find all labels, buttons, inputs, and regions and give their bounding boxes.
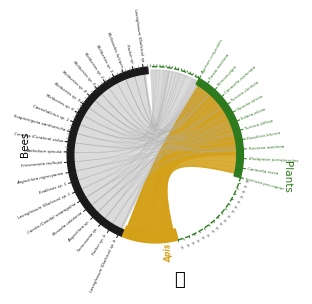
Text: Mesodia caledonia: Mesodia caledonia [52, 211, 83, 237]
Text: Apis mellifera: Apis mellifera [163, 202, 173, 262]
Text: Frieseometa moltupa: Frieseometa moltupa [21, 161, 62, 168]
Text: Bees: Bees [20, 132, 30, 157]
Text: sp.: sp. [239, 195, 245, 200]
Text: sp.: sp. [190, 240, 195, 247]
Text: sp.: sp. [179, 244, 184, 250]
Text: Blutaparon portulacoides: Blutaparon portulacoides [249, 157, 298, 163]
Text: Opuntia stricta: Opuntia stricta [236, 94, 264, 112]
Polygon shape [67, 67, 148, 237]
Text: Mimosa pigra: Mimosa pigra [217, 65, 238, 87]
Text: Passiflora littorea: Passiflora littorea [247, 131, 281, 140]
Text: sp.: sp. [200, 235, 206, 242]
Text: Exallosus sp. 1: Exallosus sp. 1 [38, 182, 67, 195]
Text: sp.: sp. [236, 199, 242, 206]
Polygon shape [126, 85, 238, 237]
Text: sp.: sp. [243, 184, 249, 189]
Text: sp.: sp. [195, 238, 201, 244]
Text: sp.: sp. [205, 232, 211, 239]
Text: Augochlora nigrocyanea: Augochlora nigrocyanea [17, 171, 64, 185]
Text: Lasioglossum (Dialictus) sp. b: Lasioglossum (Dialictus) sp. b [90, 239, 118, 293]
Text: 🐝: 🐝 [175, 271, 185, 289]
Text: Canavalia rosea: Canavalia rosea [247, 167, 279, 176]
Text: Melikertes sp. 4: Melikertes sp. 4 [61, 70, 87, 94]
Text: sp.: sp. [245, 179, 251, 184]
Polygon shape [122, 226, 178, 243]
Polygon shape [126, 85, 238, 237]
Text: sp.: sp. [209, 229, 216, 235]
Text: Agertum conyzoides: Agertum conyzoides [200, 39, 224, 75]
Text: Anthidium spinula: Anthidium spinula [27, 149, 62, 154]
Text: sp.: sp. [233, 204, 239, 210]
Text: Scaptotrigona xanthotricha: Scaptotrigona xanthotricha [13, 114, 66, 132]
Text: sp.: sp. [218, 222, 224, 228]
Text: Solana pilosa: Solana pilosa [241, 107, 266, 121]
Text: Packer sp. b: Packer sp. b [92, 233, 108, 256]
Text: Melissodes fulvipes: Melissodes fulvipes [106, 32, 123, 68]
Polygon shape [234, 155, 243, 178]
Text: sp.: sp. [185, 243, 190, 249]
Text: sp.: sp. [222, 218, 228, 224]
Polygon shape [71, 70, 240, 232]
Text: Turnera diffusa: Turnera diffusa [244, 119, 274, 131]
Text: Melikertes sp. 6: Melikertes sp. 6 [45, 94, 74, 112]
Text: Caenohalictus sp. 1: Caenohalictus sp. 1 [32, 104, 69, 122]
Text: Lasioglossum (Dialictus) sp.: Lasioglossum (Dialictus) sp. [133, 8, 144, 63]
Text: Canavalia rosminata: Canavalia rosminata [224, 65, 257, 95]
Text: Lasioglossum (Dialictus) sp. L: Lasioglossum (Dialictus) sp. L [17, 192, 71, 220]
Text: Temnosoma sp.: Temnosoma sp. [77, 227, 99, 253]
Text: Melikertes sp. 5: Melikertes sp. 5 [53, 81, 80, 102]
Text: Camita (Camita) smaragdina: Camita (Camita) smaragdina [27, 202, 77, 235]
Text: Ipomoea pes-caprae: Ipomoea pes-caprae [245, 177, 285, 191]
Text: sp.: sp. [230, 209, 236, 215]
Text: Turnera ulmifolia: Turnera ulmifolia [231, 81, 260, 103]
Text: Packer sp.: Packer sp. [124, 44, 134, 65]
Polygon shape [196, 78, 243, 155]
Text: Melikertes sp. 2: Melikertes sp. 2 [83, 51, 104, 79]
Text: Remirea maritima: Remirea maritima [248, 144, 284, 151]
Text: sp.: sp. [214, 226, 220, 232]
Text: Augochlora sp.: Augochlora sp. [67, 219, 90, 243]
Text: Ceratina (Ceratina) vidua: Ceratina (Ceratina) vidua [14, 132, 63, 143]
Text: Passia maritima: Passia maritima [209, 53, 231, 81]
Text: sp.: sp. [226, 213, 232, 220]
Text: Melikertes sp. 1: Melikertes sp. 1 [95, 44, 113, 73]
Text: sp.: sp. [241, 189, 247, 195]
Text: Melikertes sp. 3: Melikertes sp. 3 [72, 60, 95, 86]
Text: Plants: Plants [282, 161, 292, 193]
